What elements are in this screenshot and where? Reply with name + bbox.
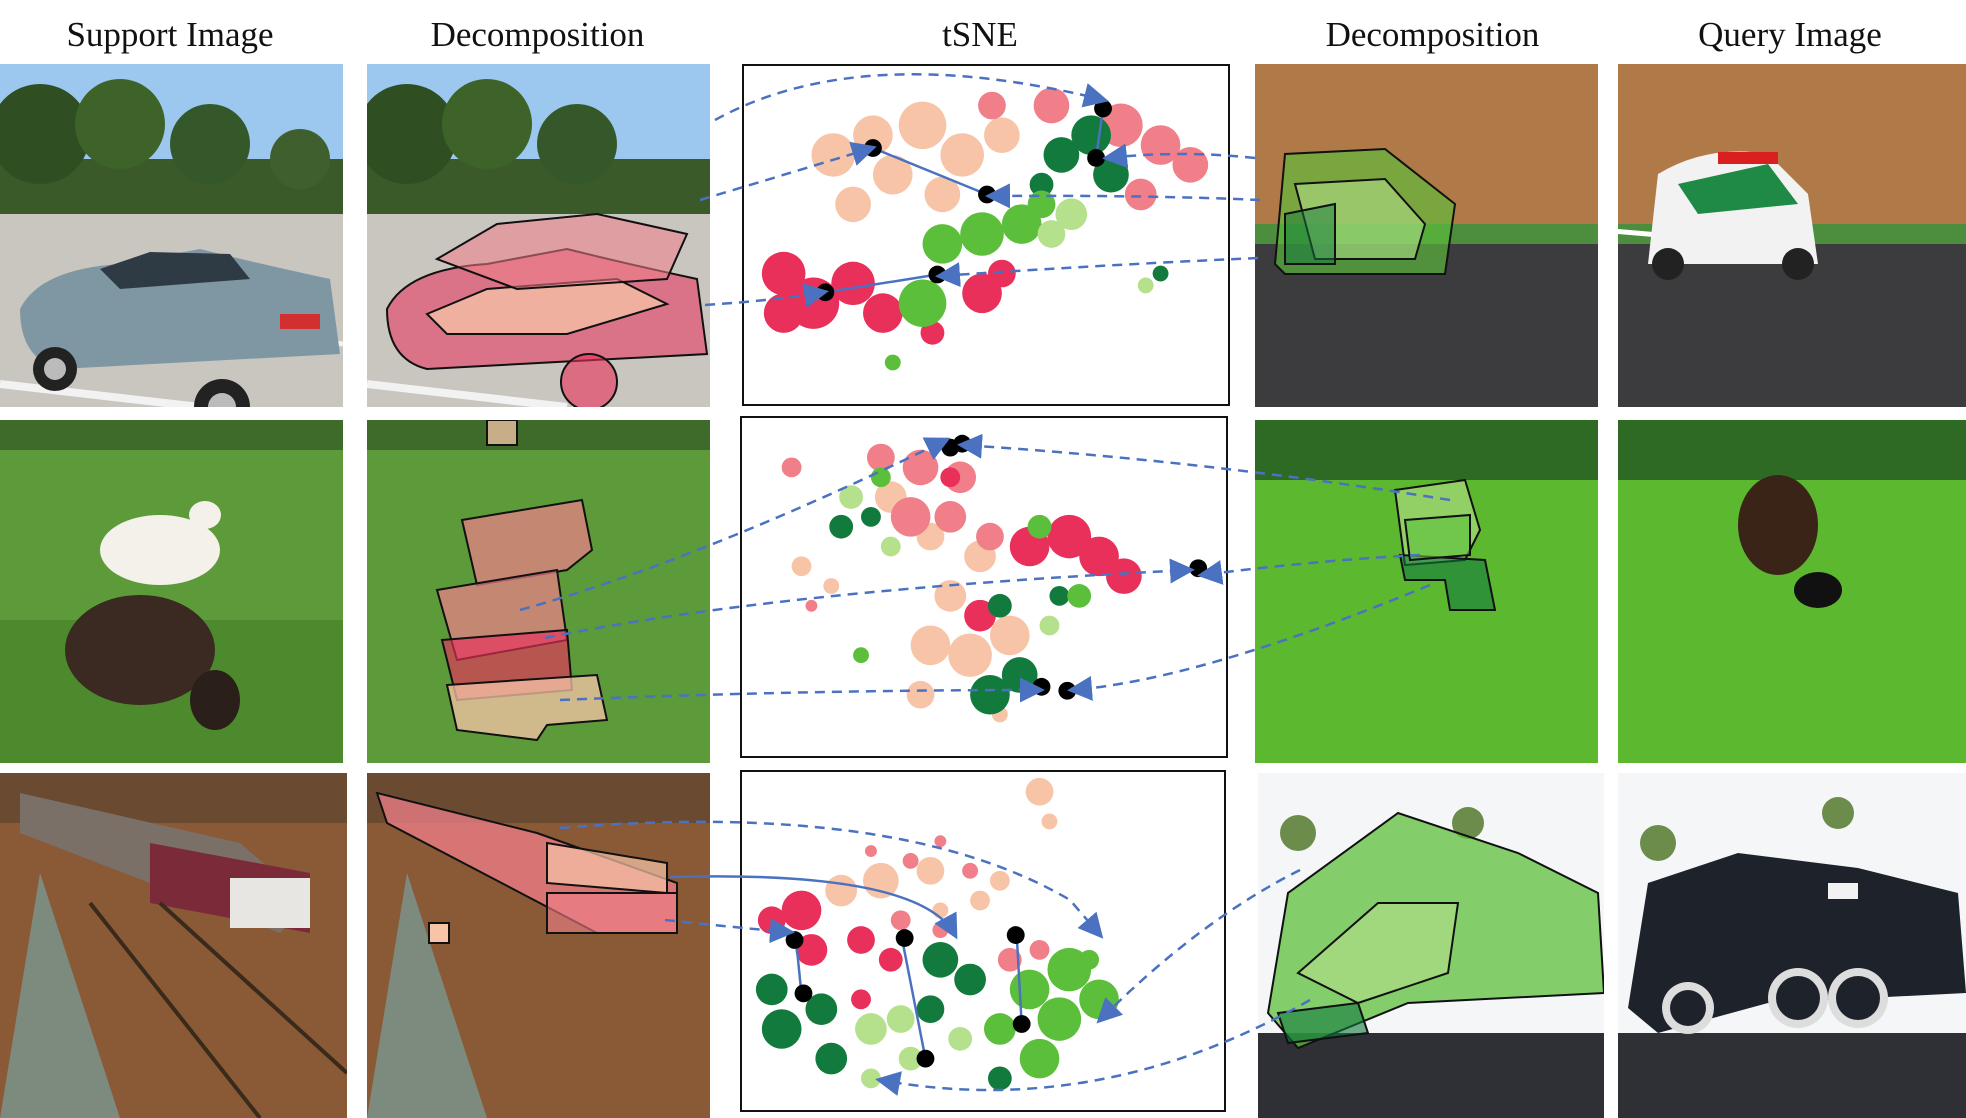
support-image-car xyxy=(0,64,343,407)
tsne-plot-sheep xyxy=(740,416,1228,758)
centroid-marker xyxy=(1094,99,1112,118)
centroid-marker xyxy=(928,265,947,284)
column-title-tsne: tSNE xyxy=(942,15,1018,54)
decomposition-query-sheep xyxy=(1255,420,1598,763)
support-image-train xyxy=(0,773,347,1118)
decomposition-support-train xyxy=(367,773,710,1118)
column-title-query: Query Image xyxy=(1698,15,1882,54)
decomposition-query-train xyxy=(1258,773,1604,1118)
centroid-marker xyxy=(978,185,996,204)
tsne-plot-train xyxy=(740,770,1226,1112)
centroid-marker xyxy=(1087,149,1106,167)
decomposition-support-car xyxy=(367,64,710,407)
decomposition-support-sheep xyxy=(367,420,710,763)
column-title-decomposition-left: Decomposition xyxy=(430,15,645,54)
centroid-marker xyxy=(1032,677,1051,696)
tsne-plot-car xyxy=(742,64,1230,406)
centroid-marker xyxy=(785,931,804,949)
decomposition-query-car xyxy=(1255,64,1598,407)
column-title-decomposition-right: Decomposition xyxy=(1325,15,1540,54)
support-image-sheep xyxy=(0,420,343,763)
centroid-marker xyxy=(816,283,835,302)
centroid-marker xyxy=(1189,559,1208,578)
query-image-sheep xyxy=(1618,420,1966,763)
centroid-marker xyxy=(864,139,882,157)
centroid-marker xyxy=(895,929,914,947)
column-title-support: Support Image xyxy=(66,15,274,54)
centroid-marker xyxy=(1058,681,1077,700)
query-image-car xyxy=(1618,64,1966,407)
centroid-marker xyxy=(794,984,813,1003)
centroid-marker xyxy=(1006,926,1025,944)
query-image-train xyxy=(1618,773,1966,1118)
centroid-marker xyxy=(916,1049,935,1068)
centroid-marker xyxy=(953,434,972,453)
centroid-marker xyxy=(1012,1015,1031,1033)
